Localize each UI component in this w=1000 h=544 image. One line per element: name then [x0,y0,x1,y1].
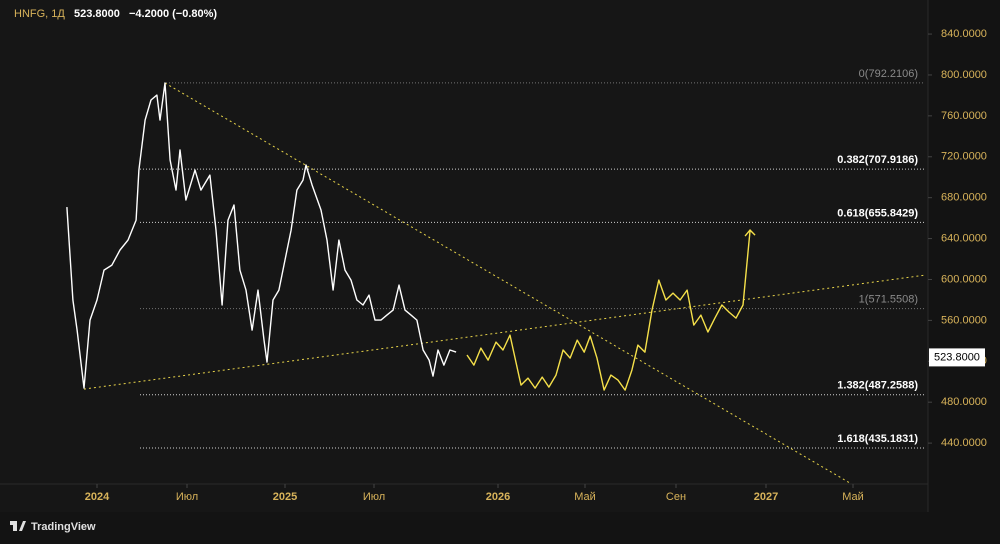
x-tick-label: 2025 [273,491,297,503]
x-tick-label: 2024 [85,491,110,503]
x-tick-label: Июл [363,491,385,503]
y-tick-label: 600.0000 [941,273,987,285]
y-tick-label: 480.0000 [941,396,987,408]
fib-label: 1.382(487.2588) [837,380,918,392]
x-tick-label: Июл [176,491,198,503]
y-tick-label: 800.0000 [941,69,987,81]
trend-line [83,274,926,390]
price-line [66,82,457,389]
change: −4.2000 (−0.80%) [129,8,217,20]
x-tick-label: Май [574,491,596,503]
symbol: HNFG, 1Д [14,8,65,20]
fib-label: 0.382(707.9186) [837,154,918,166]
x-tick-label: 2027 [754,491,778,503]
arrowhead [744,229,756,237]
price-tag-label: 523.8000 [934,351,980,363]
fib-label: 0(792.2106) [859,68,918,80]
y-tick-label: 680.0000 [941,192,987,204]
trend-line [164,82,851,484]
y-tick-label: 760.0000 [941,110,987,122]
watermark-logo [10,521,26,531]
x-tick-label: Сен [666,491,686,503]
y-tick-label: 440.0000 [941,437,987,449]
y-tick-label: 560.0000 [941,314,987,326]
fib-label: 0.618(655.8429) [837,207,918,219]
price-line [466,230,751,391]
y-tick-label: 720.0000 [941,151,987,163]
fib-label: 1.618(435.1831) [837,433,918,445]
y-tick-label: 640.0000 [941,232,987,244]
price-tag-box [929,348,985,367]
plot-area [0,0,928,512]
watermark: TradingView [31,521,96,533]
x-tick-label: Май [842,491,864,503]
fib-label: 1(571.5508) [859,293,918,305]
x-tick-label: 2026 [486,491,510,503]
y-tick-label: 840.0000 [941,28,987,40]
last-price: 523.8000 [74,8,120,20]
